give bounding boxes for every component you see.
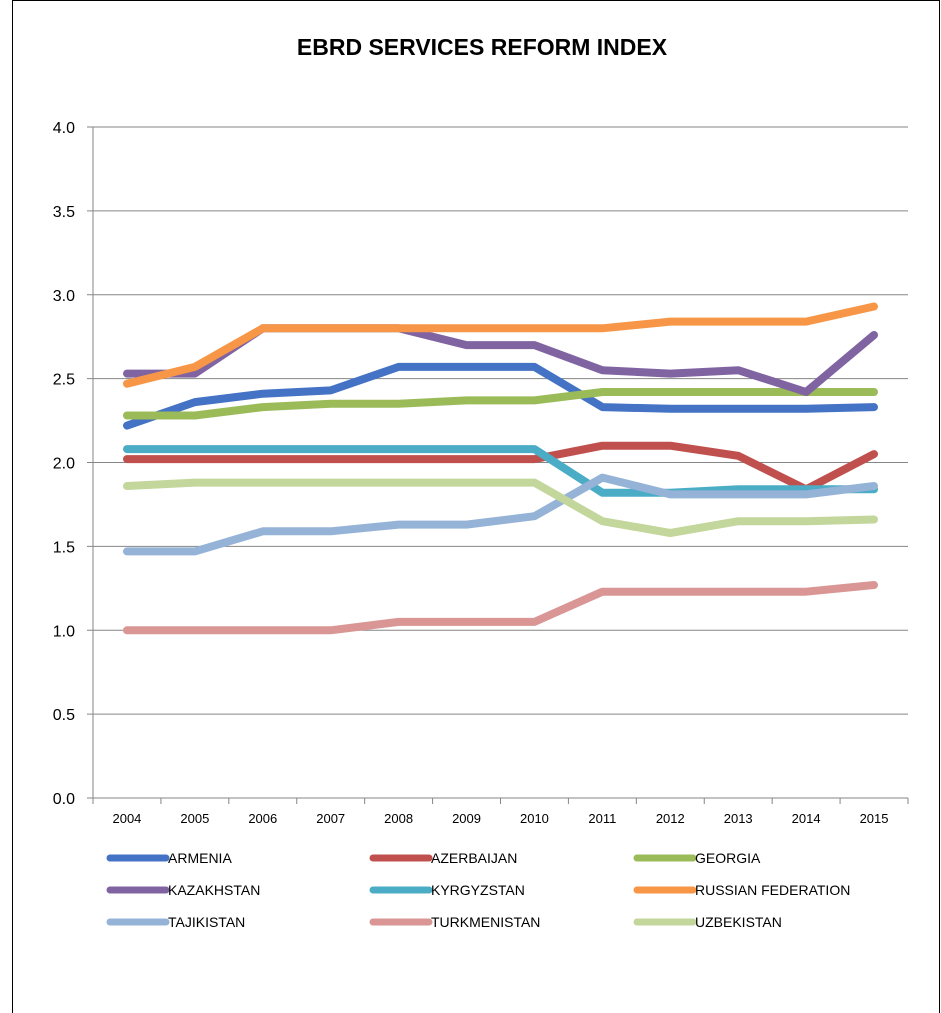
- legend-label-kyrgyzstan: KYRGYZSTAN: [431, 882, 525, 898]
- x-tick-label: 2015: [860, 811, 889, 826]
- legend-label-kazakhstan: KAZAKHSTAN: [168, 882, 260, 898]
- legend-label-tajikistan: TAJIKISTAN: [168, 914, 245, 930]
- x-tick-label: 2006: [248, 811, 277, 826]
- y-tick-labels: 0.0 0.5 1.0 1.5 2.0 2.5 3.0 3.5 4.0: [53, 120, 75, 808]
- x-tick-label: 2005: [180, 811, 209, 826]
- y-tick-label: 0.5: [53, 707, 75, 724]
- x-tick-label: 2004: [112, 811, 141, 826]
- y-tick-label: 1.0: [53, 623, 75, 640]
- series-line-georgia: [123, 388, 878, 420]
- series-line-azerbaijan: [123, 441, 878, 494]
- series-lines: [123, 302, 878, 635]
- x-tick-label: 2014: [792, 811, 821, 826]
- x-tick-label: 2010: [520, 811, 549, 826]
- y-tick-label: 3.0: [53, 288, 75, 305]
- y-tick-label: 0.0: [53, 791, 75, 808]
- legend: ARMENIA AZERBAIJAN GEORGIA KAZAKHSTAN KYRGYZ…: [106, 850, 850, 930]
- legend-label-russian-federation: RUSSIAN FEDERATION: [695, 882, 850, 898]
- legend-label-georgia: GEORGIA: [695, 850, 761, 866]
- x-tick-label: 2009: [452, 811, 481, 826]
- series-line-russian-federation: [123, 302, 878, 388]
- x-tick-label: 2013: [724, 811, 753, 826]
- y-tick-label: 2.5: [53, 372, 75, 389]
- series-line-kyrgyzstan: [123, 445, 878, 497]
- y-tick-label: 3.5: [53, 204, 75, 221]
- y-tick-label: 2.0: [53, 456, 75, 473]
- axes: [92, 127, 909, 804]
- series-line-tajikistan: [123, 473, 878, 556]
- series-line-uzbekistan: [123, 478, 878, 537]
- series-line-turkmenistan: [123, 581, 878, 635]
- chart-title: EBRD SERVICES REFORM INDEX: [297, 34, 668, 60]
- y-tick-label: 4.0: [53, 120, 75, 137]
- x-tick-label: 2011: [588, 811, 616, 826]
- legend-label-armenia: ARMENIA: [168, 850, 232, 866]
- legend-label-uzbekistan: UZBEKISTAN: [695, 914, 782, 930]
- x-tick-label: 2007: [316, 811, 345, 826]
- x-tick-label: 2012: [656, 811, 685, 826]
- legend-label-turkmenistan: TURKMENISTAN: [431, 914, 540, 930]
- x-tick-label: 2008: [384, 811, 413, 826]
- legend-label-azerbaijan: AZERBAIJAN: [431, 850, 517, 866]
- y-tick-label: 1.5: [53, 539, 75, 556]
- x-tick-labels: 2004 2005 2006 2007 2008 2009 2010 2011 2012 2013…: [112, 811, 888, 826]
- chart-frame: [12, 0, 940, 1013]
- series-line-armenia: [123, 362, 878, 430]
